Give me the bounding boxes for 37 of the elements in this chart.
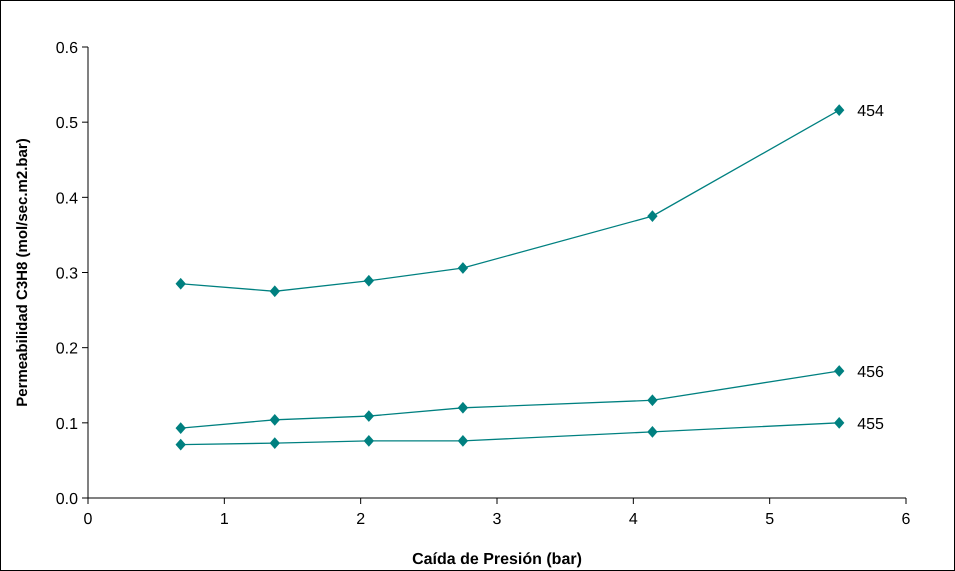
- point: [364, 274, 374, 287]
- y-tick-label: 0.3: [56, 266, 78, 282]
- x-tick-label: 6: [902, 511, 911, 528]
- point: [834, 104, 844, 116]
- point: [647, 394, 658, 406]
- x-tick-label: 3: [492, 511, 502, 528]
- series-label: 455: [857, 416, 884, 433]
- x-tick-label: 5: [765, 511, 774, 528]
- x-axis-title: Caída de Presión (bar): [412, 551, 582, 568]
- point: [647, 210, 658, 222]
- x-tick-label: 2: [356, 511, 366, 528]
- point: [364, 410, 374, 422]
- y-tick-label: 0.2: [56, 340, 78, 358]
- y-tick-label: 0.6: [56, 40, 78, 57]
- point: [834, 416, 844, 429]
- point: [270, 437, 280, 449]
- x-tick-label: 0: [84, 511, 93, 528]
- point: [458, 435, 468, 447]
- point: [270, 414, 280, 426]
- point: [176, 278, 186, 290]
- series-label: 454: [857, 103, 884, 120]
- point: [458, 402, 468, 414]
- y-tick-label: 0.1: [56, 416, 78, 433]
- x-tick-label: 1: [220, 511, 229, 528]
- point: [647, 426, 658, 438]
- y-tick-label: 0.0: [56, 491, 78, 508]
- point: [834, 365, 844, 377]
- point: [176, 438, 186, 450]
- point: [270, 285, 280, 298]
- point: [364, 435, 374, 447]
- y-tick-label: 0.5: [56, 115, 78, 132]
- point: [458, 262, 468, 274]
- y-tick-label: 0.4: [56, 190, 78, 208]
- y-axis-title: Permeabilidad C3H8 (mol/sec.m2.bar): [14, 138, 31, 407]
- x-tick-label: 4: [628, 511, 638, 528]
- point: [176, 422, 186, 434]
- series-label: 456: [857, 364, 884, 381]
